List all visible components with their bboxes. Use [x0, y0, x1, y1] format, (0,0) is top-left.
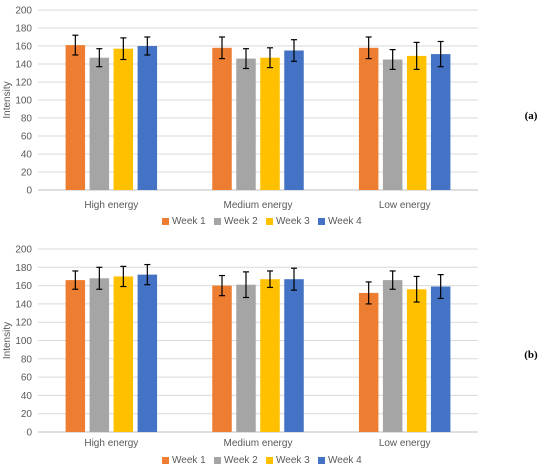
bar-week-4 — [430, 286, 451, 432]
x-tick-label: Low energy — [379, 200, 431, 211]
bar-week-2 — [236, 58, 256, 190]
bar-week-3 — [260, 279, 280, 432]
y-tick-label: 20 — [21, 409, 33, 420]
x-tick-label: Medium energy — [224, 200, 293, 211]
y-tick-label: 120 — [15, 318, 32, 329]
chart-panel-1: 0 20 40 60 80 100 120 140 160 180 200 Intensity High… — [2, 6, 538, 228]
bar-week-1 — [65, 45, 86, 190]
bar-week-4 — [430, 54, 451, 190]
y-tick-label: 40 — [21, 150, 33, 161]
y-tick-label: 180 — [15, 263, 32, 274]
y-tick-label: 80 — [21, 354, 33, 365]
legend-label: Week 2 — [224, 455, 258, 466]
legend-swatch — [162, 457, 169, 464]
y-tick-label: 20 — [21, 168, 33, 179]
x-tick-label: Low energy — [379, 438, 431, 449]
bar-week-4 — [137, 46, 158, 190]
y-tick-label: 160 — [15, 281, 32, 292]
panel-label: (a) — [525, 110, 538, 122]
legend: Week 1 Week 2 Week 3 Week 4 — [162, 216, 362, 227]
x-tick-label: Medium energy — [224, 438, 293, 449]
bar-week-4 — [137, 274, 158, 432]
legend-label: Week 1 — [172, 455, 206, 466]
y-tick-label: 0 — [26, 428, 32, 439]
y-tick-label: 40 — [21, 391, 33, 402]
legend-swatch — [318, 218, 325, 225]
legend-label: Week 1 — [172, 216, 206, 227]
bar-week-2 — [382, 59, 403, 190]
legend-swatch — [266, 457, 273, 464]
y-tick-label: 60 — [21, 132, 33, 143]
legend-label: Week 3 — [276, 455, 310, 466]
bar-week-1 — [212, 285, 232, 432]
y-tick-label: 60 — [21, 373, 33, 384]
x-tick-label: High energy — [84, 200, 138, 211]
bar-week-4 — [284, 50, 304, 190]
legend-swatch — [266, 218, 273, 225]
y-tick-label: 0 — [26, 186, 32, 197]
bar-week-2 — [236, 284, 256, 432]
bar-week-3 — [113, 48, 134, 191]
bar-week-4 — [284, 279, 304, 432]
bar-week-1 — [358, 292, 379, 432]
bar-week-3 — [113, 276, 134, 432]
panel-label: (b) — [524, 349, 538, 361]
y-tick-label: 200 — [15, 6, 32, 17]
bar-week-1 — [212, 47, 232, 190]
legend-label: Week 4 — [328, 216, 362, 227]
chart-panel-2: 0 20 40 60 80 100 120 140 160 180 200 Intensity High… — [2, 245, 538, 467]
bar-week-2 — [89, 57, 110, 191]
y-tick-label: 200 — [15, 245, 32, 256]
legend-swatch — [214, 218, 221, 225]
bar-week-2 — [89, 278, 110, 432]
bar-week-2 — [382, 280, 403, 432]
y-axis-title: Intensity — [2, 81, 13, 118]
legend-swatch — [214, 457, 221, 464]
y-tick-label: 100 — [15, 336, 32, 347]
y-tick-label: 80 — [21, 114, 33, 125]
y-tick-label: 180 — [15, 24, 32, 35]
legend-swatch — [318, 457, 325, 464]
y-tick-label: 100 — [15, 96, 32, 107]
bar-week-3 — [260, 57, 280, 191]
y-tick-label: 160 — [15, 42, 32, 53]
y-tick-label: 140 — [15, 299, 32, 310]
y-tick-label: 140 — [15, 60, 32, 71]
legend-label: Week 3 — [276, 216, 310, 227]
legend-label: Week 4 — [328, 455, 362, 466]
y-axis-title: Intensity — [2, 322, 13, 359]
x-tick-label: High energy — [84, 438, 138, 449]
bar-week-1 — [358, 47, 379, 190]
bar-week-3 — [406, 55, 427, 191]
legend-swatch — [162, 218, 169, 225]
legend-label: Week 2 — [224, 216, 258, 227]
legend: Week 1 Week 2 Week 3 Week 4 — [162, 455, 362, 466]
bar-week-3 — [406, 289, 427, 432]
bar-week-1 — [65, 280, 86, 432]
y-tick-label: 120 — [15, 78, 32, 89]
